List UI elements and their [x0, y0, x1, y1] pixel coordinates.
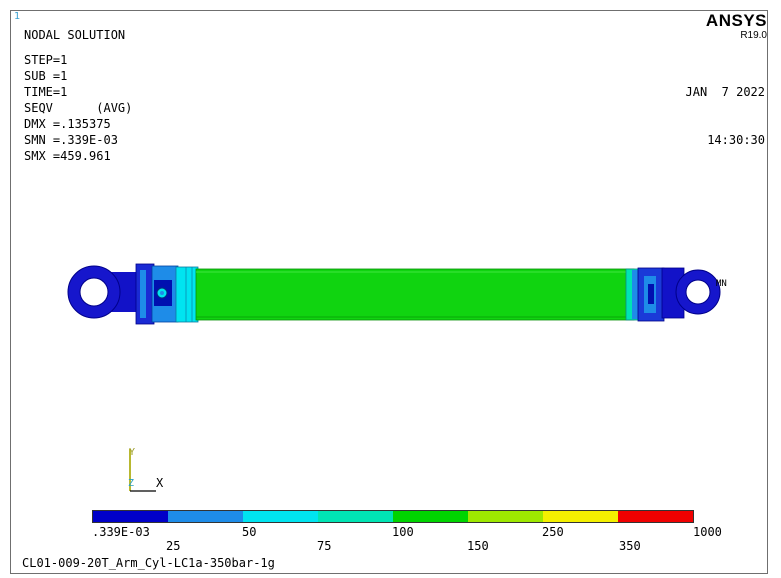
ansys-logo: ANSYS R19.0: [706, 12, 767, 42]
time-label: 14:30:30: [707, 133, 765, 147]
right-end-cap: [625, 267, 685, 322]
param-time: TIME=1: [24, 85, 68, 99]
param-seqv: SEQV (AVG): [24, 101, 133, 115]
param-step: STEP=1: [24, 53, 68, 67]
legend-segment: [243, 511, 318, 522]
ansys-brand: ANSYS: [705, 11, 767, 30]
legend-segment: [543, 511, 618, 522]
triad-y-label: Y: [129, 447, 136, 458]
cylinder-tube: [195, 268, 635, 321]
ansys-release: R19.0: [740, 30, 767, 41]
legend-segment: [618, 511, 693, 522]
result-parameters: STEP=1 SUB =1 TIME=1 SEQV (AVG) DMX =.13…: [24, 52, 132, 164]
left-clevis-eye: [67, 265, 142, 319]
triad-z-label: Z: [128, 478, 135, 489]
left-end-cap: [135, 263, 199, 325]
param-smx: SMX =459.961: [24, 149, 111, 163]
param-sub: SUB =1: [24, 69, 68, 83]
param-smn: SMN =.339E-03: [24, 133, 118, 147]
param-dmx: DMX =.135375: [24, 117, 111, 131]
min-marker: MN: [716, 279, 727, 289]
coordinate-triad: [129, 449, 156, 492]
legend-segment: [393, 511, 468, 522]
analysis-subtitle: CL01-009-20T_Arm_Cyl-LC1a-350bar-1g: [22, 556, 275, 570]
datetime-stamp: JAN 7 2022 14:30:30: [686, 52, 765, 164]
legend-segment: [318, 511, 393, 522]
right-clevis-eye: [675, 269, 721, 315]
legend-segment: [93, 511, 168, 522]
contour-legend-bar: [92, 510, 694, 523]
result-title: NODAL SOLUTION: [24, 28, 126, 42]
legend-segment: [468, 511, 543, 522]
triad-x-label: X: [156, 476, 164, 490]
date-label: JAN 7 2022: [685, 85, 765, 99]
window-number: 1: [14, 11, 21, 22]
legend-segment: [168, 511, 243, 522]
